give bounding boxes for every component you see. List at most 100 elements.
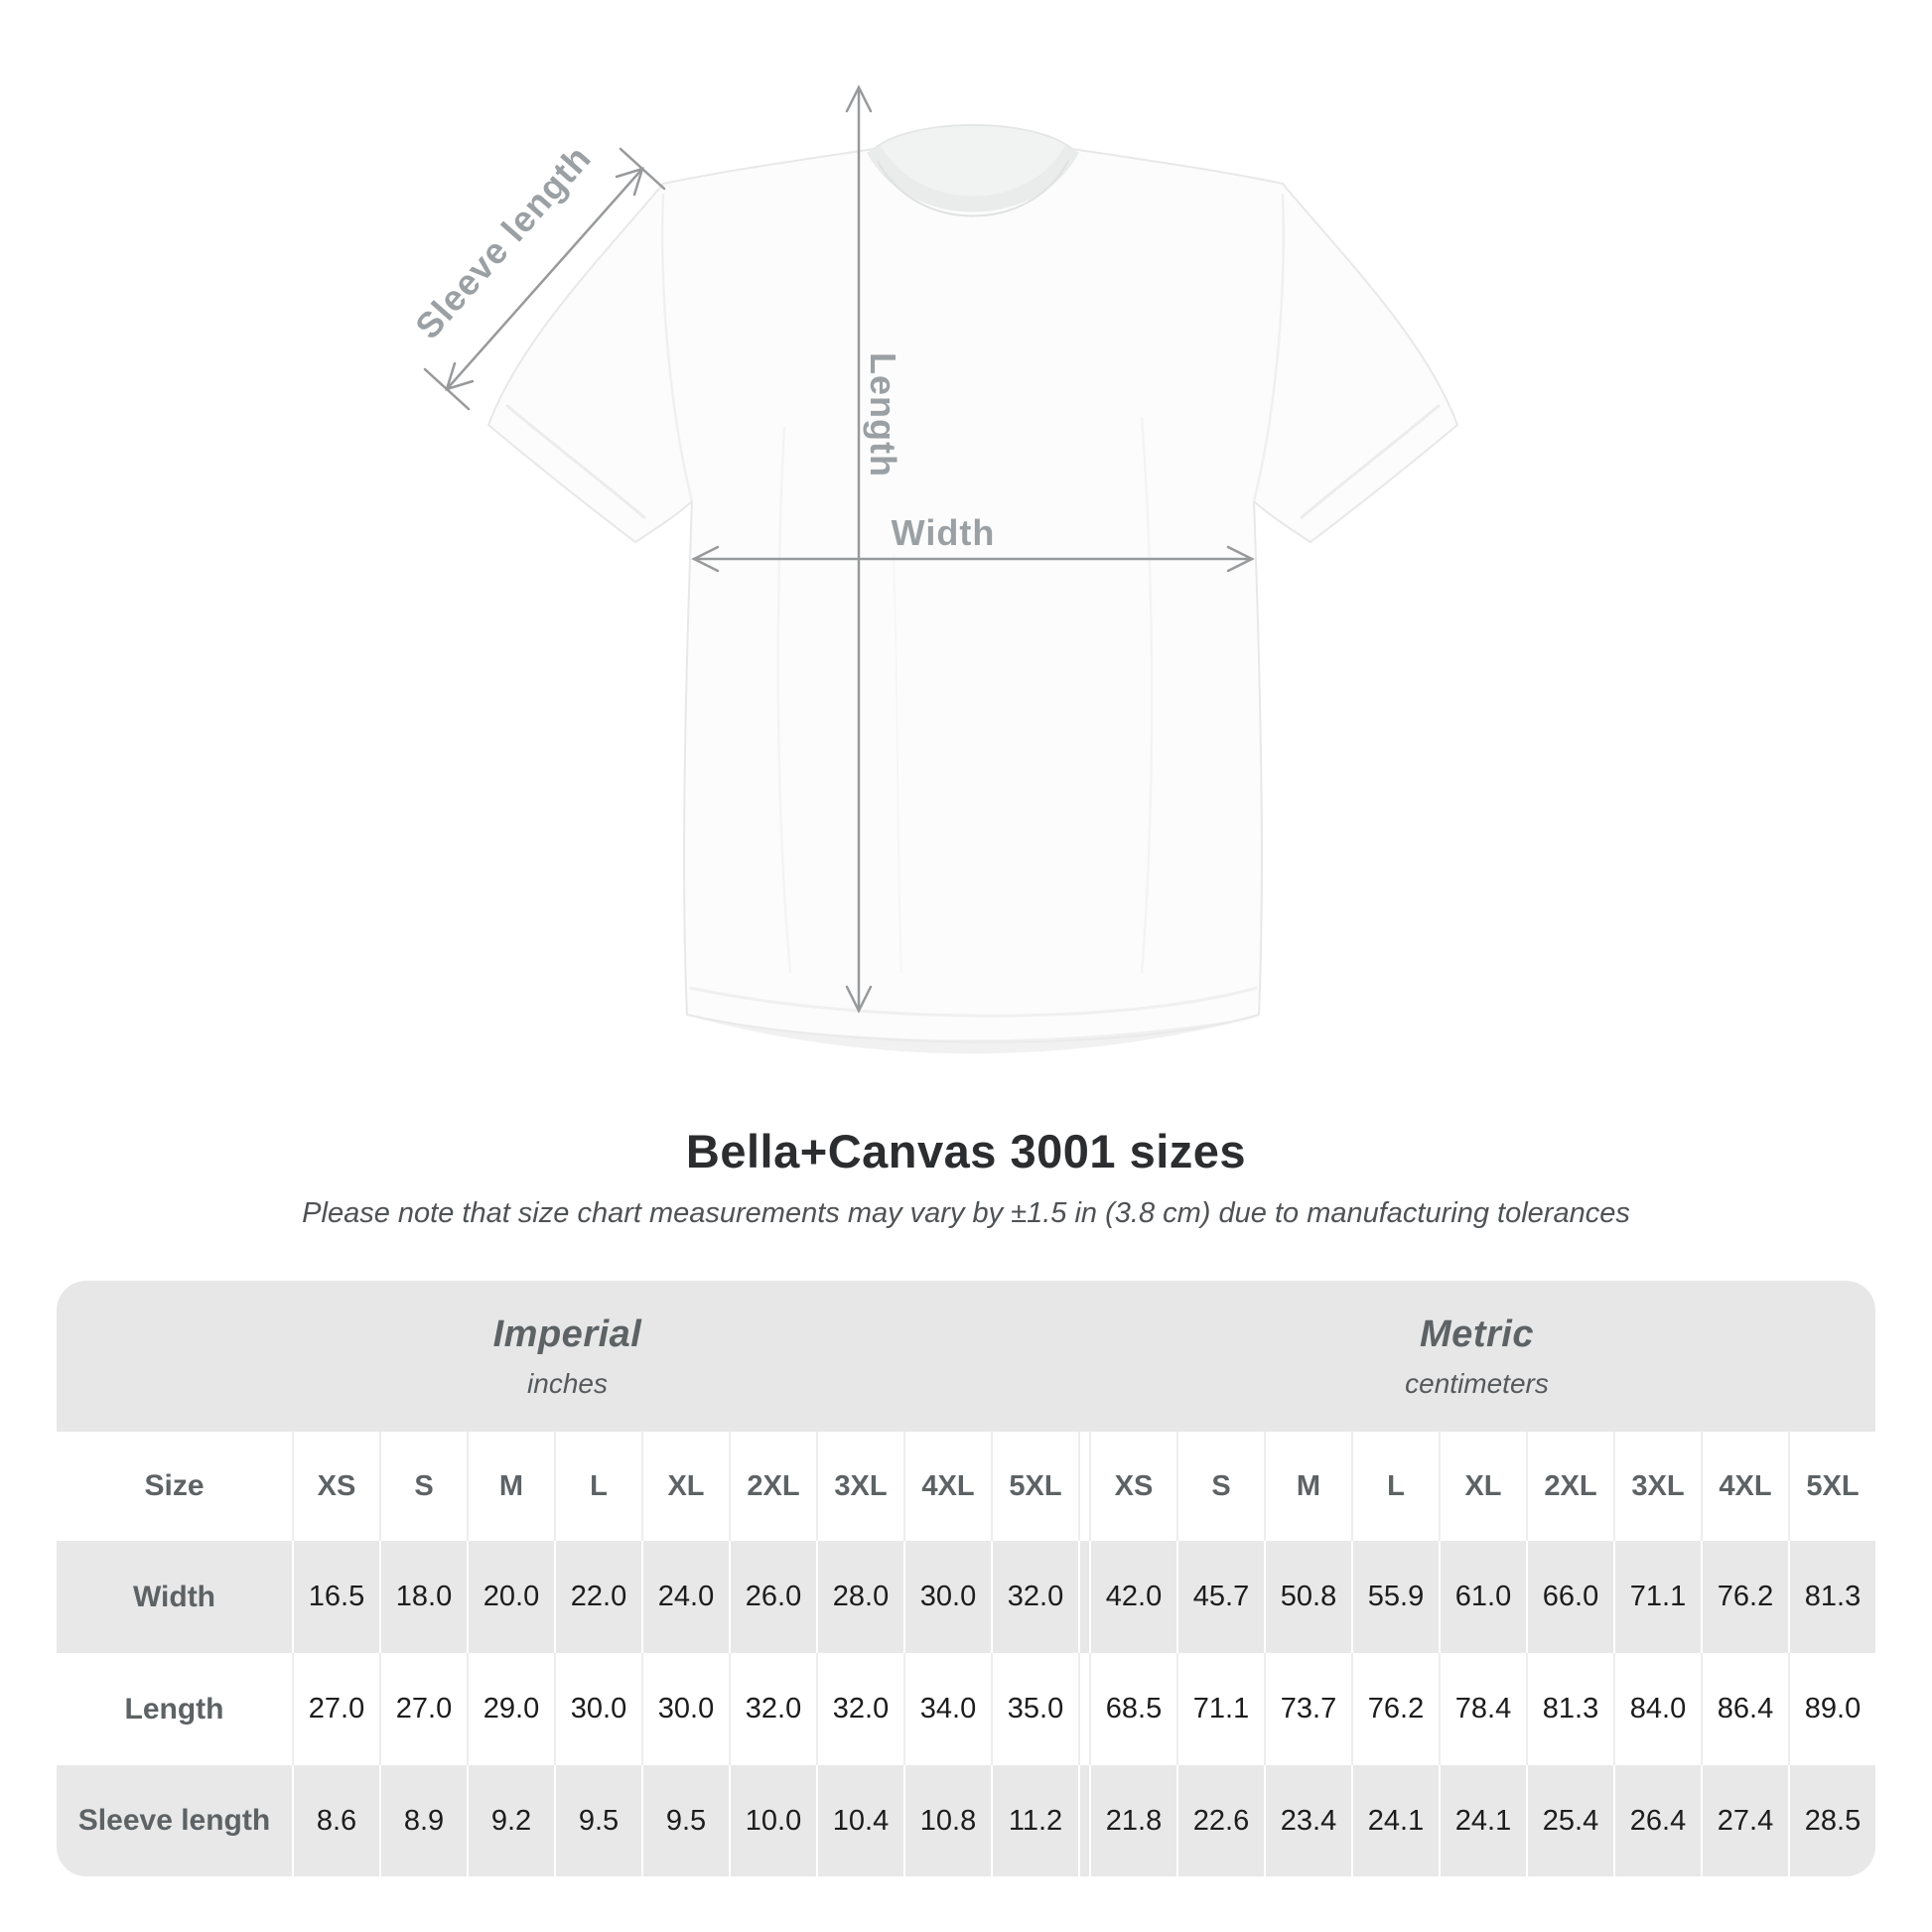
- size-header-cell: 5XL: [1788, 1432, 1875, 1541]
- imperial-value-cell: 30.0: [903, 1541, 991, 1653]
- size-header-cell: XS: [1089, 1432, 1176, 1541]
- tshirt-right-cuff-stitch: [1300, 403, 1441, 520]
- metric-value-cell: 61.0: [1439, 1541, 1526, 1653]
- metric-value-cell: 68.5: [1089, 1653, 1176, 1765]
- metric-value-cell: 28.5: [1788, 1765, 1875, 1876]
- imperial-value-cell: 29.0: [467, 1653, 554, 1765]
- tshirt-hem-stitch: [689, 986, 1258, 1018]
- metric-value-cell: 21.8: [1089, 1765, 1176, 1876]
- imperial-value-cell: 26.0: [729, 1541, 816, 1653]
- size-header-row: Size XS S M L XL 2XL 3XL 4XL 5XL XS S M L XL 2XL 3XL 4XL 5…: [57, 1432, 1875, 1541]
- centimeters-label: centimeters: [1405, 1367, 1549, 1399]
- tshirt-hem-shadow: [695, 1017, 1259, 1054]
- imperial-value-cell: 32.0: [991, 1541, 1078, 1653]
- size-header-cell: XL: [641, 1432, 729, 1541]
- tshirt-collar-inner-edge: [877, 160, 1069, 217]
- imperial-value-cell: 22.0: [554, 1541, 641, 1653]
- tshirt-right-sleeve-seam: [1252, 193, 1286, 502]
- size-header-cell: 5XL: [991, 1432, 1078, 1541]
- metric-value-cell: 76.2: [1701, 1541, 1788, 1653]
- metric-value-cell: 23.4: [1264, 1765, 1351, 1876]
- metric-value-cell: 55.9: [1351, 1541, 1439, 1653]
- length-label: Length: [863, 352, 903, 478]
- imperial-value-cell: 10.4: [816, 1765, 903, 1876]
- size-header-cell: 2XL: [729, 1432, 816, 1541]
- metric-value-cell: 78.4: [1439, 1653, 1526, 1765]
- metric-value-cell: 24.1: [1439, 1765, 1526, 1876]
- row-label-cell: Width: [132, 1580, 216, 1613]
- size-header-cell: 4XL: [903, 1432, 991, 1541]
- imperial-value-cell: 24.0: [641, 1541, 729, 1653]
- size-grid: Size XS S M L XL 2XL 3XL 4XL 5XL XS S M L XL 2XL 3XL 4XL 5…: [57, 1432, 1875, 1876]
- length-arrow: [845, 84, 873, 1014]
- tshirt-left-cuff-stitch: [505, 403, 646, 520]
- imperial-value-cell: 34.0: [903, 1653, 991, 1765]
- imperial-value-cell: 20.0: [467, 1541, 554, 1653]
- metric-label: Metric: [1420, 1312, 1534, 1355]
- size-header-cell: M: [1264, 1432, 1351, 1541]
- metric-value-cell: 66.0: [1526, 1541, 1613, 1653]
- tshirt-graphic: [487, 124, 1458, 1054]
- imperial-value-cell: 27.0: [379, 1653, 467, 1765]
- imperial-value-cell: 8.9: [379, 1765, 467, 1876]
- sleeve-length-arrow: [423, 147, 666, 411]
- imperial-value-cell: 30.0: [554, 1653, 641, 1765]
- metric-section-header: Metric centimeters: [1078, 1281, 1875, 1432]
- metric-value-cell: 24.1: [1351, 1765, 1439, 1876]
- metric-value-cell: 89.0: [1788, 1653, 1875, 1765]
- imperial-value-cell: 9.5: [554, 1765, 641, 1876]
- imperial-value-cell: 11.2: [991, 1765, 1078, 1876]
- unit-header-band: Imperial inches Metric centimeters: [57, 1281, 1875, 1432]
- section-gap: [1078, 1541, 1089, 1653]
- tshirt-wrinkle: [776, 426, 792, 974]
- metric-value-cell: 73.7: [1264, 1653, 1351, 1765]
- imperial-value-cell: 16.5: [292, 1541, 379, 1653]
- metric-value-cell: 71.1: [1176, 1653, 1264, 1765]
- tshirt-collar-band: [866, 144, 1080, 212]
- imperial-value-cell: 10.8: [903, 1765, 991, 1876]
- width-arrow: [691, 545, 1255, 573]
- section-gap: [1078, 1432, 1089, 1541]
- measurement-arrows: [423, 84, 1255, 1014]
- page-title: Bella+Canvas 3001 sizes: [685, 1125, 1247, 1177]
- size-header-cell: 3XL: [816, 1432, 903, 1541]
- imperial-section-header: Imperial inches: [57, 1281, 1078, 1432]
- metric-value-cell: 84.0: [1613, 1653, 1701, 1765]
- size-header-cell: L: [554, 1432, 641, 1541]
- metric-value-cell: 81.3: [1526, 1653, 1613, 1765]
- size-header-cell: M: [467, 1432, 554, 1541]
- measurement-row: Length 27.0 27.0 29.0 30.0 30.0 32.0 32.0 34.0 35…: [57, 1653, 1875, 1765]
- size-header-cell: L: [1351, 1432, 1439, 1541]
- row-label-cell: Length: [124, 1692, 224, 1725]
- tolerance-note: Please note that size chart measurements…: [302, 1197, 1630, 1229]
- metric-value-cell: 76.2: [1351, 1653, 1439, 1765]
- size-header-cell: S: [1176, 1432, 1264, 1541]
- metric-value-cell: 71.1: [1613, 1541, 1701, 1653]
- imperial-value-cell: 32.0: [729, 1653, 816, 1765]
- size-header-cell: 2XL: [1526, 1432, 1613, 1541]
- size-header-cell: 3XL: [1613, 1432, 1701, 1541]
- metric-value-cell: 26.4: [1613, 1765, 1701, 1876]
- metric-value-cell: 22.6: [1176, 1765, 1264, 1876]
- size-header-cell: 4XL: [1701, 1432, 1788, 1541]
- imperial-value-cell: 35.0: [991, 1653, 1078, 1765]
- metric-value-cell: 50.8: [1264, 1541, 1351, 1653]
- measurement-row: Sleeve length 8.6 8.9 9.2 9.5 9.5 10.0 10.4 10.8…: [57, 1765, 1875, 1876]
- size-header-cell: S: [379, 1432, 467, 1541]
- inches-label: inches: [527, 1367, 608, 1399]
- section-gap: [1078, 1765, 1089, 1876]
- imperial-value-cell: 18.0: [379, 1541, 467, 1653]
- size-header-cell: XL: [1439, 1432, 1526, 1541]
- size-corner-label: Size: [144, 1469, 205, 1502]
- tshirt-wrinkle: [893, 555, 902, 974]
- imperial-label: Imperial: [492, 1312, 642, 1355]
- metric-value-cell: 86.4: [1701, 1653, 1788, 1765]
- metric-value-cell: 45.7: [1176, 1541, 1264, 1653]
- width-label: Width: [891, 512, 996, 553]
- metric-value-cell: 27.4: [1701, 1765, 1788, 1876]
- imperial-value-cell: 27.0: [292, 1653, 379, 1765]
- measurement-row: Width 16.5 18.0 20.0 22.0 24.0 26.0 28.0 30.0 32.…: [57, 1541, 1875, 1653]
- imperial-value-cell: 9.5: [641, 1765, 729, 1876]
- row-label-cell: Sleeve length: [77, 1804, 271, 1837]
